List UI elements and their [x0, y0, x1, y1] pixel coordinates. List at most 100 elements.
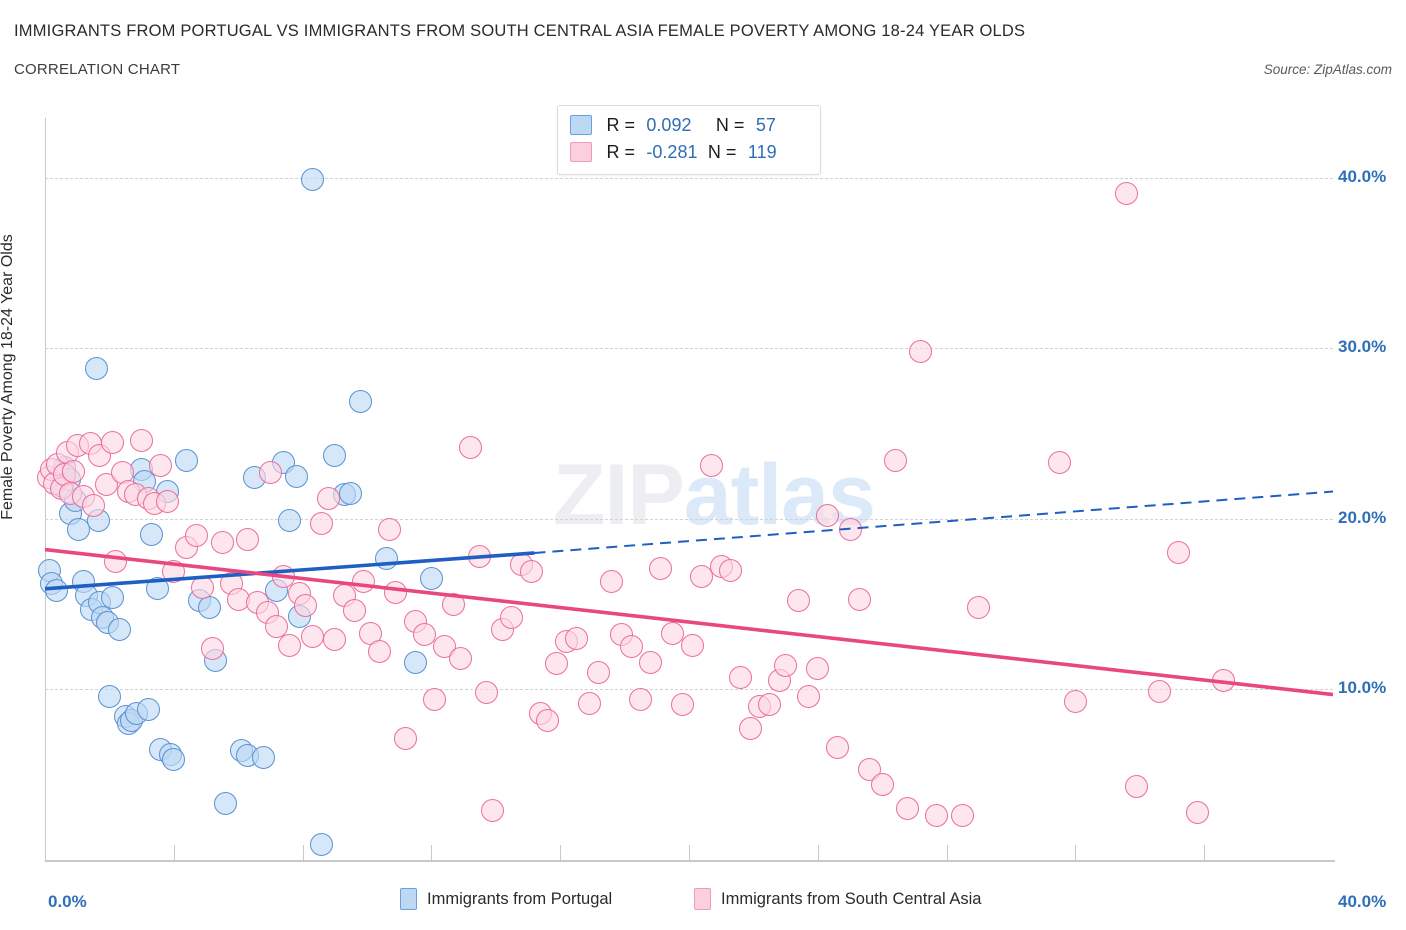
- data-point: [184, 524, 208, 548]
- x-axis-min-label: 0.0%: [48, 892, 87, 911]
- data-point: [107, 618, 131, 642]
- data-point: [139, 522, 163, 546]
- data-point: [1125, 775, 1149, 799]
- data-point: [648, 556, 672, 580]
- data-point: [671, 693, 695, 717]
- data-point: [374, 546, 398, 570]
- legend-swatch-asia-icon: [694, 888, 711, 910]
- data-point: [339, 481, 363, 505]
- data-point: [600, 570, 624, 594]
- y-axis-title: Female Poverty Among 18-24 Year Olds: [0, 234, 16, 520]
- gridline-y: [45, 177, 1333, 179]
- gridline-y: [45, 518, 1333, 520]
- data-point: [719, 558, 743, 582]
- data-point: [67, 517, 91, 541]
- pink-r-label: R =: [606, 142, 635, 162]
- plot-area: ZIPatlas: [36, 118, 1333, 860]
- data-point: [680, 633, 704, 657]
- data-point: [368, 640, 392, 664]
- data-point: [638, 650, 662, 674]
- data-point: [403, 650, 427, 674]
- pink-n-value: 119: [747, 142, 777, 162]
- legend-item-south-central-asia[interactable]: Immigrants from South Central Asia: [694, 888, 981, 910]
- pink-n-label: N =: [707, 142, 737, 162]
- data-point: [909, 340, 933, 364]
- x-axis-line: [45, 860, 1335, 862]
- legend-item-portugal[interactable]: Immigrants from Portugal: [400, 888, 612, 910]
- data-point: [323, 444, 347, 468]
- data-point: [535, 708, 559, 732]
- data-point: [423, 688, 447, 712]
- y-axis-tick-label: 30.0%: [1338, 337, 1387, 357]
- data-point: [1115, 181, 1139, 205]
- data-point: [500, 606, 524, 630]
- data-point: [300, 625, 324, 649]
- data-point: [870, 773, 894, 797]
- data-point: [236, 527, 260, 551]
- data-point: [951, 804, 975, 828]
- legend-label-south-central-asia: Immigrants from South Central Asia: [721, 889, 982, 908]
- data-point: [848, 587, 872, 611]
- pink-r-value: -0.281: [646, 142, 698, 162]
- source-label: Source: ZipAtlas.com: [1263, 62, 1392, 77]
- legend-swatch-portugal-icon: [400, 888, 417, 910]
- data-point: [342, 599, 366, 623]
- data-point: [458, 435, 482, 459]
- data-point: [162, 747, 186, 771]
- y-axis-tick-label: 40.0%: [1338, 166, 1387, 186]
- data-point: [149, 454, 173, 478]
- data-point: [136, 698, 160, 722]
- data-point: [300, 167, 324, 191]
- data-point: [758, 693, 781, 717]
- data-point: [619, 635, 643, 659]
- data-point: [175, 449, 199, 473]
- correlation-stats-box: R = 0.092 N = 57 R = -0.281 N = 119: [557, 105, 821, 175]
- legend-label-portugal: Immigrants from Portugal: [427, 889, 613, 908]
- data-point: [806, 657, 830, 681]
- data-point: [815, 503, 839, 527]
- data-point: [481, 799, 505, 823]
- data-point: [925, 804, 949, 828]
- data-point: [774, 654, 798, 678]
- data-point: [310, 833, 334, 857]
- data-point: [155, 490, 179, 514]
- data-point: [130, 428, 154, 452]
- data-point: [1147, 679, 1171, 703]
- data-point: [97, 684, 121, 708]
- x-axis-max-label: 40.0%: [1338, 892, 1387, 911]
- x-axis-tick: [431, 845, 433, 860]
- data-point: [1063, 689, 1087, 713]
- data-point: [44, 578, 68, 602]
- data-point: [316, 486, 340, 510]
- data-point: [384, 580, 408, 604]
- data-point: [468, 544, 492, 568]
- blue-swatch-icon: [570, 115, 592, 135]
- data-point: [85, 357, 109, 381]
- blue-r-label: R =: [606, 115, 635, 135]
- data-point: [1047, 451, 1071, 475]
- data-point: [442, 592, 466, 616]
- data-point: [252, 746, 276, 770]
- page-subtitle: CORRELATION CHART: [14, 61, 181, 78]
- data-point: [258, 461, 282, 485]
- data-point: [448, 647, 472, 671]
- blue-n-value: 57: [755, 115, 776, 135]
- data-point: [825, 735, 849, 759]
- blue-n-label: N =: [715, 115, 745, 135]
- data-point: [519, 560, 543, 584]
- data-point: [729, 665, 753, 689]
- data-point: [967, 596, 991, 620]
- data-point: [419, 567, 443, 591]
- data-point: [474, 681, 498, 705]
- data-point: [213, 792, 237, 816]
- data-point: [796, 684, 820, 708]
- data-point: [294, 594, 318, 618]
- data-point: [162, 560, 186, 584]
- data-point: [786, 589, 810, 613]
- data-point: [62, 459, 86, 483]
- pink-swatch-icon: [570, 142, 592, 162]
- data-point: [700, 454, 724, 478]
- data-point: [310, 512, 334, 536]
- data-point: [200, 636, 224, 660]
- data-point: [323, 628, 347, 652]
